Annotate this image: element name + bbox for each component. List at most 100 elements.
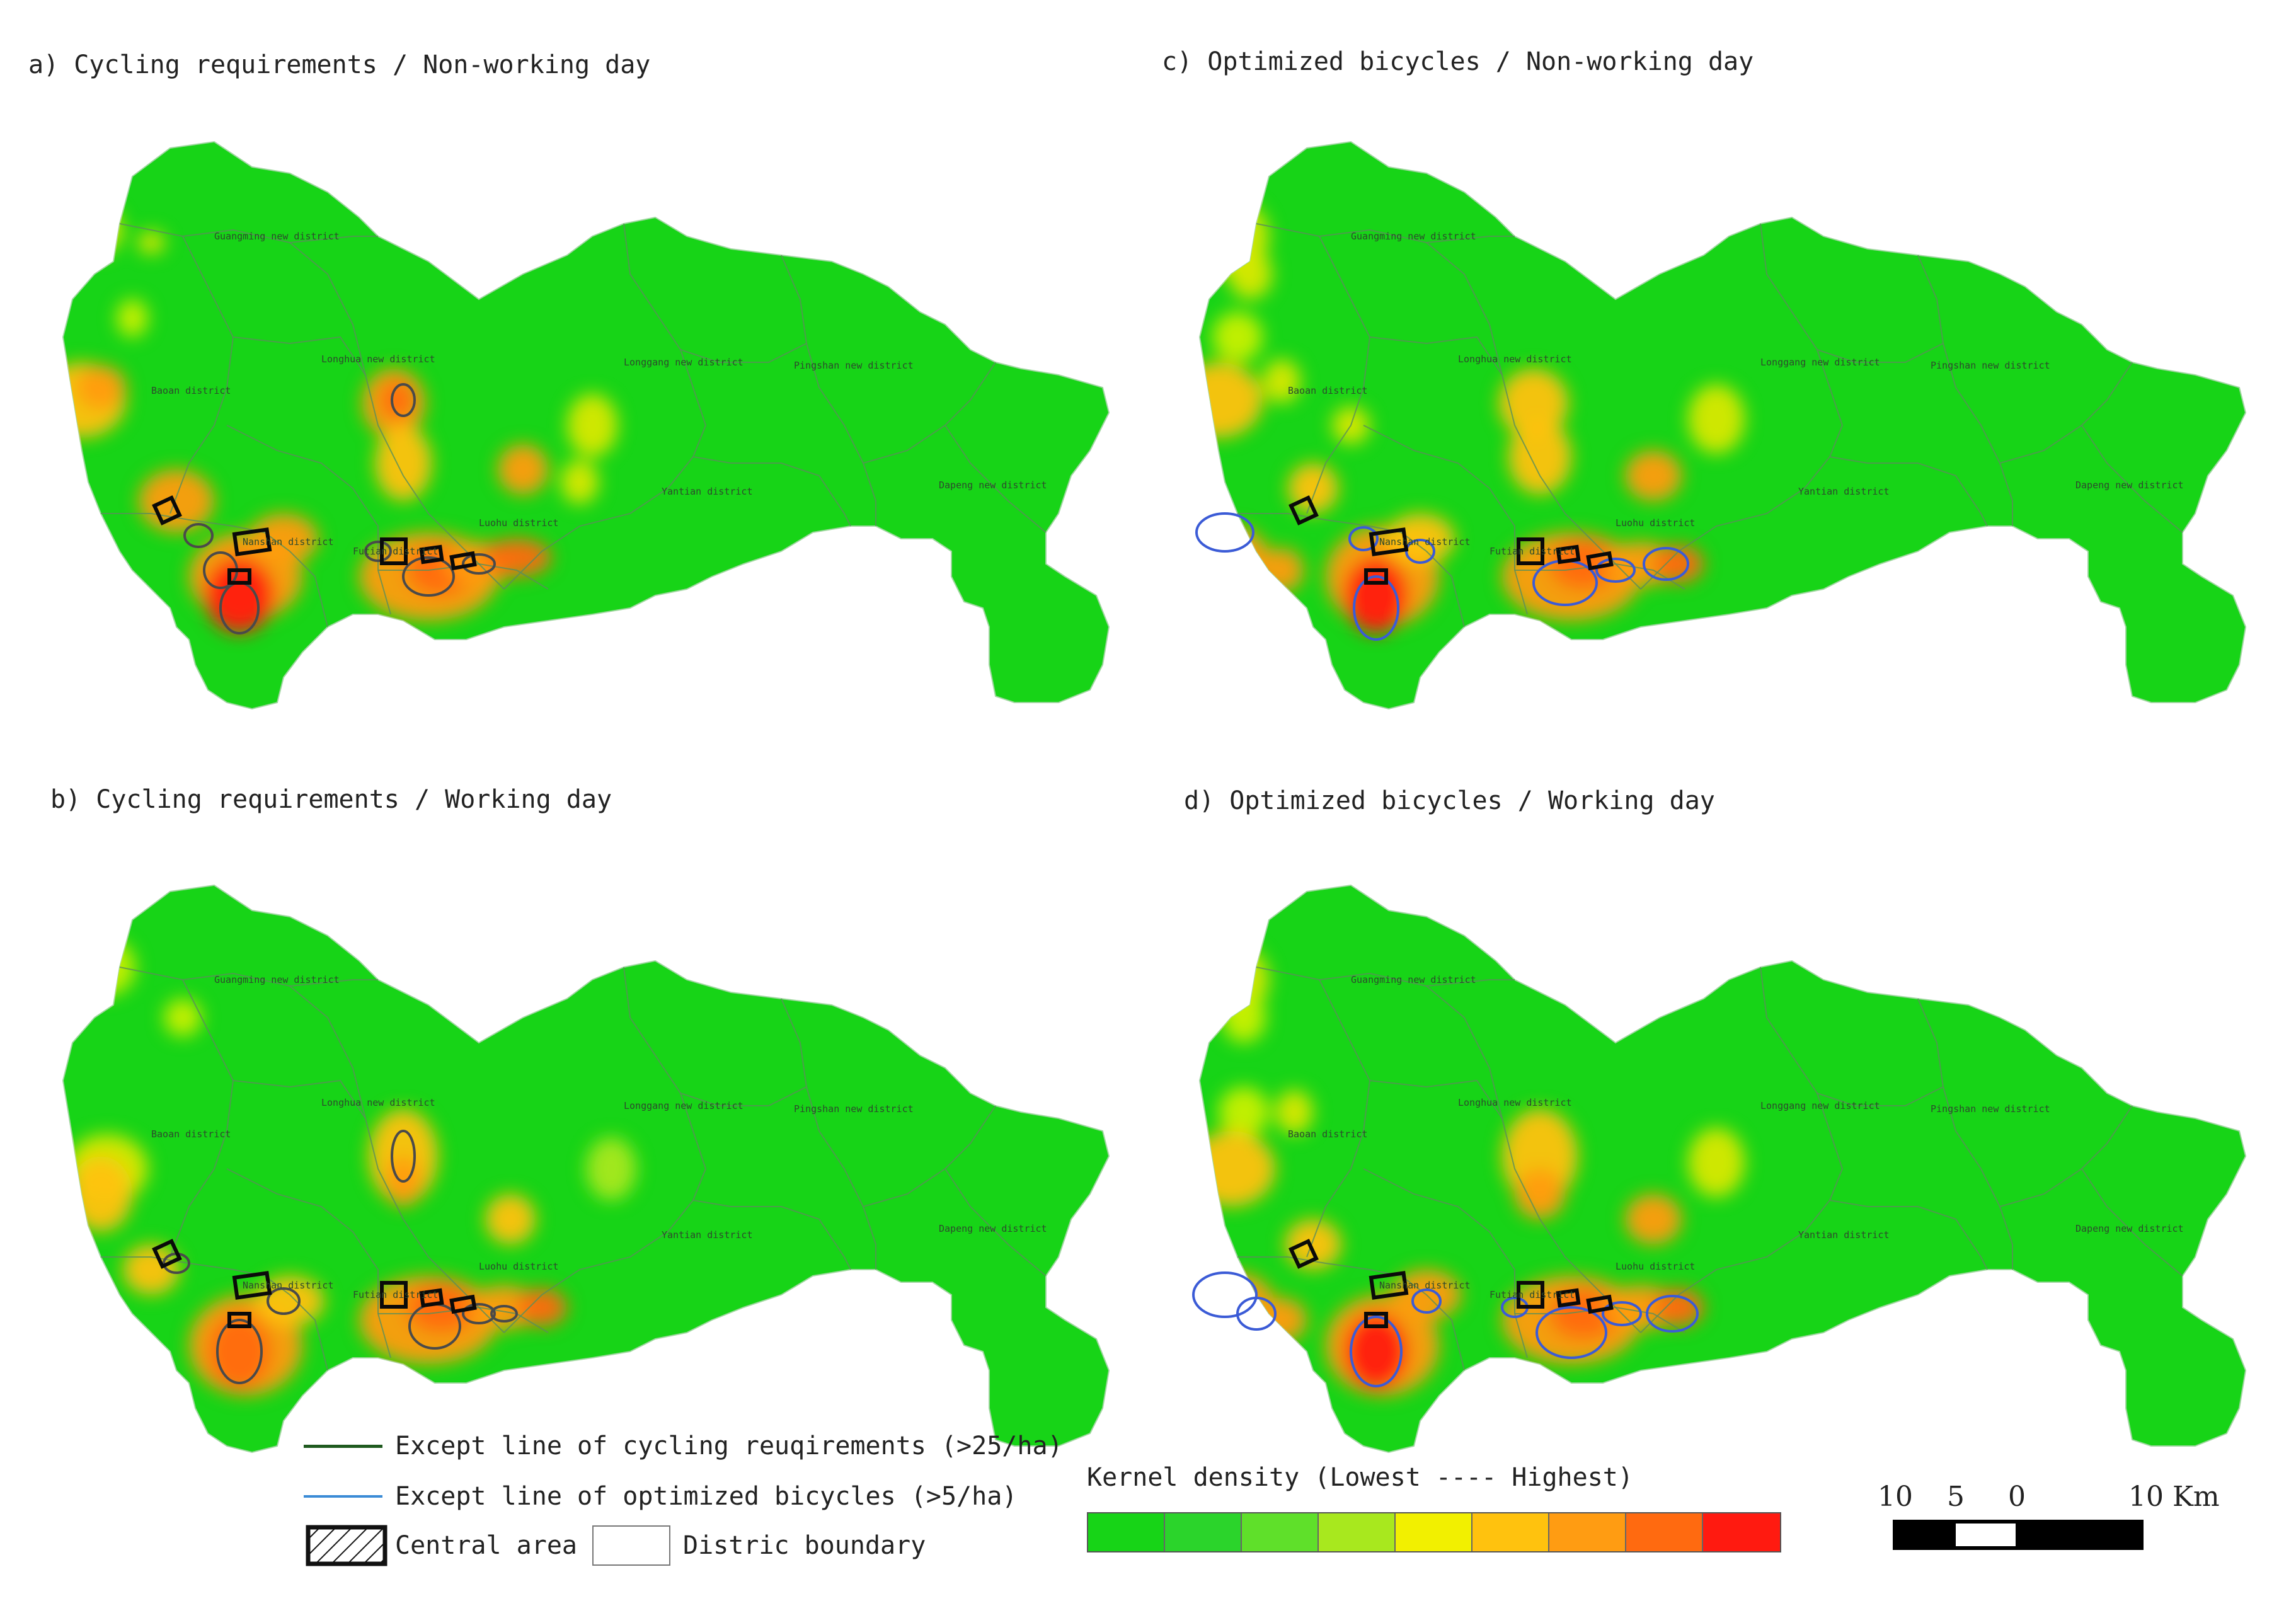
density-hotspot [1499,369,1568,438]
panel-c: c) Optimized bicycles / Non-working day … [1162,38,2296,781]
district-label: Guangming new district [214,231,340,242]
density-hotspot [117,299,148,337]
central-area-box [419,1288,444,1308]
density-hotspot [381,381,413,419]
legend-item-central-area: Central area Distric boundary [306,1525,926,1566]
density-hotspot [1212,312,1263,362]
density-hotspot [586,1137,636,1200]
kernel-density-swatch [1088,1513,1165,1551]
district-label: Nanshan district [1379,1280,1471,1291]
district-boundary-line [169,236,234,514]
district-boundary-line [119,223,378,244]
except-contour-line [1602,1301,1642,1326]
district-label: Pingshan new district [794,1103,914,1115]
density-hotspot [498,444,548,495]
district-label: Luohu district [1616,517,1695,529]
district-label: Luohu district [1616,1261,1695,1272]
district-label: Pingshan new district [1931,360,2050,371]
except-contour-line [1236,1297,1277,1331]
panel-title: a) Cycling requirements / Non-working da… [28,50,651,79]
district-boundary-line [1426,985,1641,1333]
district-label: Longhua new district [321,1097,435,1108]
district-label: Nanshan district [243,536,334,548]
except-contour-line [1535,1306,1607,1359]
district-boundary-line [1515,563,1685,590]
district-boundary-line [1917,255,2013,526]
central-area-box [1556,1288,1581,1308]
density-hotspot [1688,384,1745,454]
density-hotspot [1200,1131,1275,1207]
panel-a: a) Cycling requirements / Non-working da… [25,38,1159,781]
density-hotspot [1653,545,1704,583]
district-label: Guangming new district [214,974,340,985]
district-label: Nanshan district [243,1280,334,1291]
district-label: Yantian district [662,486,753,497]
density-hotspot [517,1288,567,1326]
kernel-density-swatch [1703,1513,1780,1551]
except-contour-line [490,1305,518,1323]
district-boundary-line [232,336,366,376]
district-boundary-line [1640,223,1844,590]
except-contour-line [267,1287,301,1315]
kernel-density-swatch [1472,1513,1549,1551]
except-contour-line [1595,558,1636,583]
density-hotspot [1275,1090,1313,1134]
except-contour-line [1646,1295,1699,1333]
shenzhen-map: Guangming new district Baoan district Long… [62,884,1110,1454]
district-boundary-line [1306,236,1371,514]
panel-title: b) Cycling requirements / Working day [50,785,612,814]
district-label: Longgang new district [624,357,743,368]
except-contour-line [1192,1271,1258,1318]
central-area-box [419,544,444,565]
density-hotspot [561,460,599,504]
density-hotspot [1345,558,1408,633]
kernel-density-swatch [1626,1513,1703,1551]
district-label: Longhua new district [1458,1097,1572,1108]
legend-label: Except line of cycling reuqirements (>25… [395,1432,1063,1460]
legend-label: Except line of optimized bicycles (>5/ha… [395,1482,1018,1511]
district-boundary-line [2081,1168,2183,1277]
central-area-box [152,495,182,525]
central-area-box [152,1239,182,1269]
density-hotspot [1508,419,1571,495]
except-contour-line [462,553,496,575]
except-contour-line [183,523,214,548]
district-label: Yantian district [1798,486,1890,497]
except-contour-line [391,1130,416,1183]
district-boundary-line [680,343,807,363]
central-area-box [227,1312,251,1328]
district-boundary-line [169,979,234,1258]
panel-title: c) Optimized bicycles / Non-working day [1162,47,1754,76]
panel-d: d) Optimized bicycles / Working day Guan… [1162,781,2296,1525]
kernel-density-title: Kernel density (Lowest ---- Highest) [1087,1463,1633,1492]
density-hotspot [164,999,202,1036]
density-hotspot [375,425,432,501]
district-boundary-line [680,1086,807,1106]
central-area-box [1364,568,1388,585]
scale-bar-graphic [1893,1520,2144,1550]
district-boundary-line [1817,1086,1944,1106]
central-area-box [232,527,272,556]
district-boundary-line [289,242,505,590]
district-boundary-line [1817,343,1944,363]
district-boundary-line [1369,336,1503,376]
scale-tick-label: 5 [1947,1481,1965,1513]
district-boundary-line [1369,1079,1503,1119]
except-contour-line [216,1319,263,1384]
central-area-box [1369,527,1409,556]
district-boundary-line [1829,1200,1988,1270]
density-hotspot [1228,249,1272,299]
district-boundary-line [289,985,505,1333]
scale-tick-label: 10 Km [2128,1481,2220,1513]
blue-line-icon [304,1495,382,1498]
density-hotspot [139,469,214,532]
density-hotspot [1688,1128,1745,1197]
district-boundary-line [1306,979,1371,1258]
density-hotspot [76,365,126,410]
central-area-box [380,537,408,565]
district-label: Dapeng new district [939,479,1047,491]
hatched-box-icon [306,1525,387,1566]
district-boundary-line [692,456,851,527]
district-label: Nanshan district [1379,536,1471,548]
dark-green-line-icon [304,1444,382,1448]
